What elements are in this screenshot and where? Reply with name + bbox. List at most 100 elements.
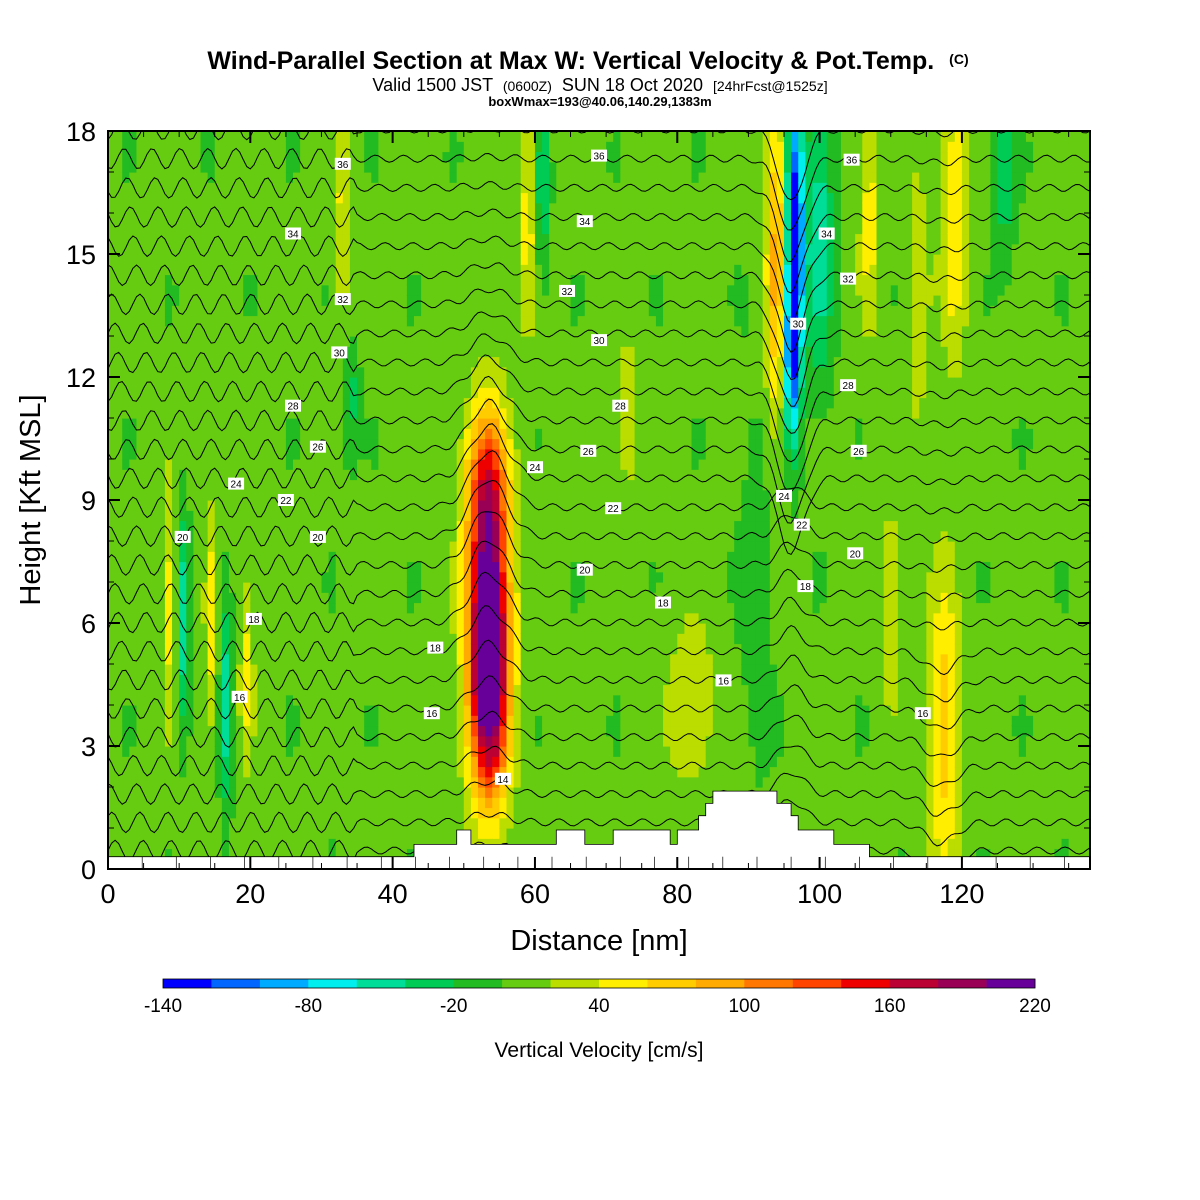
velocity-cell	[492, 202, 500, 214]
velocity-cell	[115, 776, 123, 788]
velocity-cell	[207, 705, 216, 716]
velocity-cell	[278, 202, 287, 214]
velocity-cell	[321, 653, 330, 665]
velocity-cell	[172, 336, 180, 347]
velocity-cell	[399, 479, 408, 491]
velocity-cell	[527, 530, 536, 542]
velocity-cell	[157, 274, 166, 286]
velocity-cell	[115, 407, 123, 419]
velocity-cell	[470, 366, 479, 378]
velocity-cell	[527, 479, 536, 491]
velocity-cell	[520, 418, 529, 429]
velocity-cell	[492, 356, 500, 368]
velocity-cell	[399, 131, 408, 142]
velocity-cell	[328, 571, 337, 583]
velocity-cell	[399, 213, 408, 224]
velocity-cell	[285, 848, 294, 860]
velocity-cell	[221, 489, 230, 501]
velocity-cell	[463, 418, 472, 429]
velocity-cell	[143, 469, 152, 481]
velocity-cell	[264, 623, 273, 634]
velocity-cell	[108, 438, 116, 450]
velocity-cell	[228, 643, 237, 655]
velocity-cell	[307, 264, 315, 276]
velocity-cell	[164, 776, 173, 788]
velocity-cell	[200, 377, 209, 388]
velocity-cell	[307, 151, 315, 163]
velocity-cell	[264, 571, 273, 583]
velocity-cell	[392, 571, 401, 583]
velocity-cell	[179, 787, 187, 798]
velocity-cell	[214, 561, 223, 573]
velocity-cell	[349, 387, 358, 399]
velocity-cell	[129, 489, 138, 501]
velocity-cell	[349, 161, 358, 173]
velocity-cell	[456, 459, 465, 470]
velocity-cell	[172, 264, 180, 276]
velocity-cell	[172, 141, 180, 153]
velocity-cell	[214, 407, 223, 419]
velocity-cell	[129, 797, 138, 809]
velocity-cell	[513, 674, 522, 686]
velocity-cell	[570, 602, 579, 614]
velocity-cell	[271, 705, 280, 716]
velocity-cell	[485, 653, 493, 665]
velocity-cell	[442, 284, 451, 296]
velocity-cell	[385, 192, 394, 204]
velocity-cell	[108, 571, 116, 583]
velocity-cell	[221, 828, 230, 839]
velocity-cell	[527, 694, 536, 706]
velocity-cell	[520, 336, 529, 347]
velocity-cell	[591, 407, 600, 419]
velocity-cell	[307, 254, 315, 265]
velocity-cell	[413, 817, 422, 829]
velocity-cell	[228, 571, 237, 583]
velocity-cell	[150, 623, 159, 634]
velocity-cell	[584, 356, 593, 368]
velocity-cell	[421, 664, 429, 675]
velocity-cell	[406, 510, 415, 522]
velocity-cell	[549, 346, 557, 358]
velocity-cell	[542, 664, 550, 675]
velocity-cell	[243, 295, 251, 306]
velocity-cell	[164, 705, 173, 716]
velocity-cell	[172, 366, 180, 378]
velocity-cell	[108, 254, 116, 265]
velocity-cell	[200, 213, 209, 224]
velocity-cell	[570, 377, 579, 388]
velocity-cell	[456, 141, 465, 153]
velocity-cell	[577, 766, 586, 778]
velocity-cell	[442, 438, 451, 450]
velocity-cell	[463, 448, 472, 460]
velocity-cell	[143, 366, 152, 378]
velocity-cell	[321, 254, 330, 265]
velocity-cell	[193, 602, 202, 614]
velocity-cell	[257, 264, 266, 276]
velocity-cell	[328, 151, 337, 163]
velocity-cell	[108, 325, 116, 337]
velocity-cell	[271, 274, 280, 286]
velocity-cell	[421, 530, 429, 542]
velocity-cell	[364, 366, 372, 378]
velocity-cell	[406, 633, 415, 645]
velocity-cell	[250, 202, 259, 214]
velocity-cell	[271, 582, 280, 593]
velocity-cell	[221, 315, 230, 327]
velocity-cell	[164, 243, 173, 255]
velocity-cell	[150, 459, 159, 470]
velocity-cell	[172, 571, 180, 583]
velocity-cell	[228, 756, 237, 768]
velocity-cell	[520, 561, 529, 573]
velocity-cell	[385, 418, 394, 429]
velocity-cell	[492, 295, 500, 306]
velocity-cell	[335, 694, 344, 706]
velocity-cell	[285, 131, 294, 142]
velocity-cell	[257, 315, 266, 327]
velocity-cell	[449, 336, 458, 347]
velocity-cell	[563, 305, 572, 317]
velocity-cell	[563, 664, 572, 675]
velocity-cell	[122, 131, 130, 142]
velocity-cell	[136, 284, 145, 296]
velocity-cell	[264, 418, 273, 429]
velocity-cell	[236, 213, 244, 224]
